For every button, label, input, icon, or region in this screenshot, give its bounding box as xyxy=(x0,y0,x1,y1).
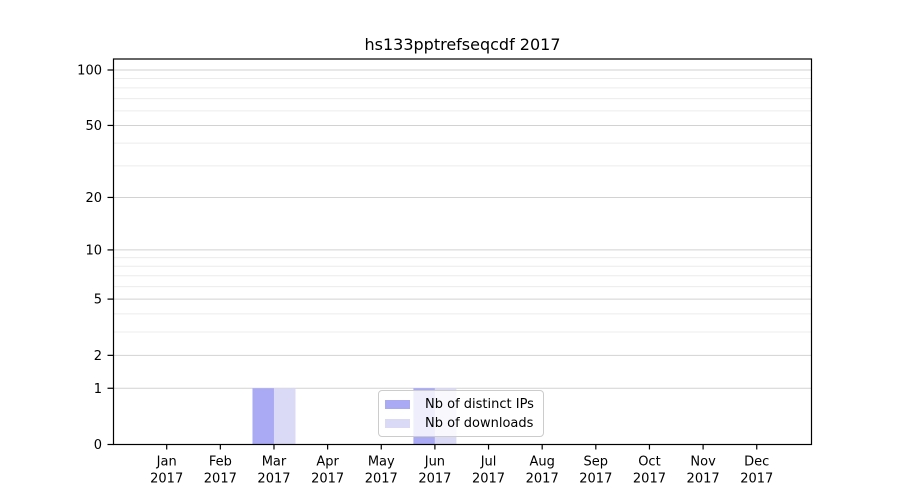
x-tick-label: Feb 2017 xyxy=(204,455,237,487)
gridlines xyxy=(113,69,812,389)
legend-item-downloads: Nb of downloads xyxy=(385,415,537,431)
x-tick-label: Oct 2017 xyxy=(633,455,666,487)
y-tick-label: 0 xyxy=(94,438,102,453)
y-tick-label: 100 xyxy=(77,64,102,79)
x-tick-label: May 2017 xyxy=(365,455,398,487)
x-tick-label: Jan 2017 xyxy=(150,455,183,487)
x-tick-label: Dec 2017 xyxy=(740,455,773,487)
legend-label-downloads: Nb of downloads xyxy=(425,415,534,431)
x-tick-label: Mar 2017 xyxy=(257,455,290,487)
y-tick-label: 20 xyxy=(85,191,102,206)
bar xyxy=(252,388,274,445)
y-tick-label: 5 xyxy=(94,293,102,308)
x-tick-label: Apr 2017 xyxy=(311,455,344,487)
axis-labels: 0 1 2 5 10 20 50 100 Jan 2017 Feb 2017 Mar 2017 Apr 201… xyxy=(77,64,773,487)
y-tick-label: 1 xyxy=(94,382,102,397)
chart-title: hs133pptrefseqcdf 2017 xyxy=(364,35,561,54)
legend-swatch-downloads xyxy=(385,418,410,428)
legend-label-distinct-ips: Nb of distinct IPs xyxy=(425,396,534,412)
bar xyxy=(273,388,296,445)
y-tick-label: 10 xyxy=(85,243,102,258)
spines xyxy=(112,58,813,446)
y-tick-label: 50 xyxy=(85,119,102,134)
x-tick-label: Aug 2017 xyxy=(526,455,559,487)
legend-item-distinct-ips: Nb of distinct IPs xyxy=(385,396,537,412)
axis-ticks xyxy=(107,69,758,450)
plot-border xyxy=(112,58,813,446)
x-tick-label: Jul 2017 xyxy=(472,455,505,487)
y-tick-label: 2 xyxy=(94,349,102,364)
x-tick-label: Jun 2017 xyxy=(418,455,451,487)
legend: Nb of distinct IPs Nb of downloads xyxy=(378,390,544,437)
x-tick-label: Nov 2017 xyxy=(687,455,720,487)
legend-swatch-distinct-ips xyxy=(385,399,410,409)
x-tick-label: Sep 2017 xyxy=(579,455,612,487)
